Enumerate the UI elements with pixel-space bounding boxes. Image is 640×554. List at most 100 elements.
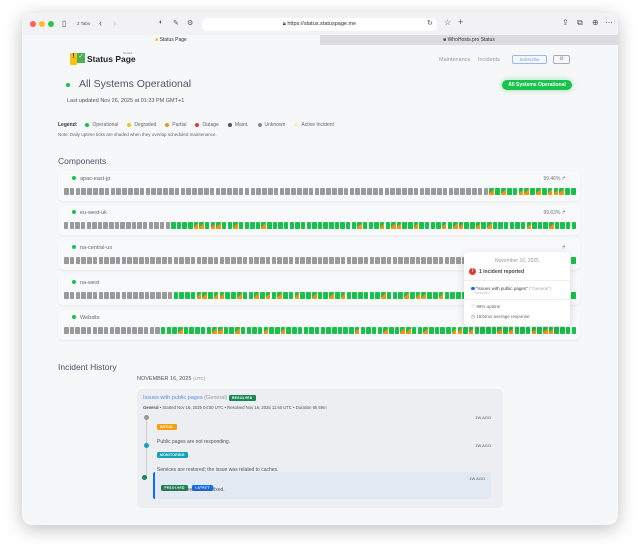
uptime-tick[interactable]	[300, 292, 305, 299]
uptime-tick[interactable]	[444, 292, 450, 299]
uptime-tick[interactable]	[306, 257, 311, 264]
uptime-tick[interactable]	[536, 188, 541, 195]
uptime-tick[interactable]	[110, 292, 115, 299]
uptime-tick[interactable]	[358, 292, 363, 299]
uptime-tick[interactable]	[329, 222, 334, 229]
uptime-tick[interactable]	[138, 327, 143, 334]
new-tab-icon[interactable]: +	[458, 17, 464, 27]
uptime-tick[interactable]	[560, 327, 565, 334]
uptime-tick[interactable]	[272, 222, 278, 229]
uptime-tick[interactable]	[362, 222, 368, 229]
uptime-tick[interactable]	[236, 257, 242, 264]
uptime-tick[interactable]	[103, 327, 109, 334]
uptime-tick[interactable]	[288, 292, 294, 299]
nav-maintenance[interactable]: Maintenance	[439, 57, 471, 63]
uptime-tick[interactable]	[343, 327, 348, 334]
uptime-tick[interactable]	[261, 222, 266, 229]
uptime-tick[interactable]	[188, 222, 193, 229]
uptime-tick[interactable]	[254, 257, 259, 264]
uptime-tick[interactable]	[308, 188, 314, 195]
uptime-tick[interactable]	[320, 327, 326, 334]
uptime-tick[interactable]	[392, 257, 398, 264]
uptime-tick[interactable]	[109, 222, 114, 229]
uptime-tick[interactable]	[483, 188, 489, 195]
uptime-tick[interactable]	[221, 222, 227, 229]
uptime-tick[interactable]	[346, 292, 352, 299]
uptime-tick[interactable]	[283, 222, 289, 229]
uptime-tick[interactable]	[235, 327, 240, 334]
uptime-tick[interactable]	[554, 222, 560, 229]
uptime-tick[interactable]	[515, 222, 520, 229]
bookmark-star-icon[interactable]: ☆	[444, 18, 452, 27]
uptime-tick[interactable]	[265, 257, 271, 264]
uptime-tick[interactable]	[225, 292, 231, 299]
uptime-tick[interactable]	[514, 327, 520, 334]
uptime-tick[interactable]	[267, 188, 273, 195]
uptime-tick[interactable]	[384, 188, 390, 195]
uptime-tick[interactable]	[427, 292, 432, 299]
uptime-tick[interactable]	[246, 327, 252, 334]
uptime-tick[interactable]	[458, 222, 464, 229]
uptime-tick[interactable]	[227, 222, 233, 229]
uptime-tick[interactable]	[520, 222, 526, 229]
uptime-tick[interactable]	[109, 327, 115, 334]
tab-overview-icon[interactable]: ⧉	[577, 18, 583, 27]
expand-icon[interactable]: ↱	[561, 210, 566, 216]
uptime-tick[interactable]	[75, 292, 81, 299]
uptime-tick[interactable]	[524, 188, 530, 195]
uptime-tick[interactable]	[554, 327, 559, 334]
uptime-tick[interactable]	[227, 188, 232, 195]
uptime-tick[interactable]	[103, 222, 108, 229]
share-icon[interactable]: ⇪	[562, 18, 569, 27]
tabs-count[interactable]: 2 Tabs	[77, 21, 91, 26]
uptime-tick[interactable]	[213, 292, 219, 299]
uptime-tick[interactable]	[138, 257, 144, 264]
uptime-tick[interactable]	[233, 222, 238, 229]
uptime-tick[interactable]	[368, 222, 374, 229]
uptime-tick[interactable]	[199, 222, 204, 229]
uptime-tick[interactable]	[87, 257, 92, 264]
download-icon[interactable]: ⊕	[592, 18, 599, 27]
uptime-tick[interactable]	[547, 188, 553, 195]
uptime-tick[interactable]	[269, 327, 274, 334]
uptime-tick[interactable]	[549, 222, 554, 229]
uptime-tick[interactable]	[242, 292, 248, 299]
uptime-tick[interactable]	[306, 222, 311, 229]
uptime-tick[interactable]	[64, 327, 69, 334]
uptime-tick[interactable]	[413, 188, 419, 195]
uptime-tick[interactable]	[433, 257, 438, 264]
uptime-tick[interactable]	[231, 257, 236, 264]
uptime-tick[interactable]	[116, 188, 122, 195]
uptime-tick[interactable]	[419, 188, 425, 195]
uptime-tick[interactable]	[477, 188, 483, 195]
uptime-tick[interactable]	[190, 257, 196, 264]
tab-status-page[interactable]: ■ Status Page	[22, 35, 320, 45]
uptime-tick[interactable]	[434, 327, 440, 334]
uptime-tick[interactable]	[565, 327, 571, 334]
uptime-tick[interactable]	[209, 188, 215, 195]
uptime-tick[interactable]	[257, 327, 263, 334]
uptime-tick[interactable]	[317, 257, 323, 264]
uptime-tick[interactable]	[451, 327, 457, 334]
uptime-tick[interactable]	[447, 222, 453, 229]
uptime-tick[interactable]	[431, 188, 436, 195]
uptime-tick[interactable]	[495, 188, 500, 195]
uptime-tick[interactable]	[280, 327, 286, 334]
uptime-tick[interactable]	[171, 222, 176, 229]
uptime-tick[interactable]	[190, 292, 196, 299]
uptime-tick[interactable]	[151, 188, 157, 195]
uptime-tick[interactable]	[192, 188, 197, 195]
shield-icon[interactable]: ◐	[159, 19, 164, 26]
uptime-tick[interactable]	[560, 222, 565, 229]
uptime-tick[interactable]	[75, 222, 80, 229]
uptime-tick[interactable]	[463, 327, 468, 334]
uptime-tick[interactable]	[369, 257, 375, 264]
uptime-tick[interactable]	[340, 292, 346, 299]
uptime-tick[interactable]	[120, 222, 125, 229]
uptime-tick[interactable]	[193, 222, 199, 229]
uptime-tick[interactable]	[548, 327, 554, 334]
uptime-tick[interactable]	[178, 327, 183, 334]
minimize-button[interactable]	[39, 21, 45, 27]
uptime-tick[interactable]	[361, 188, 366, 195]
uptime-tick[interactable]	[530, 188, 535, 195]
